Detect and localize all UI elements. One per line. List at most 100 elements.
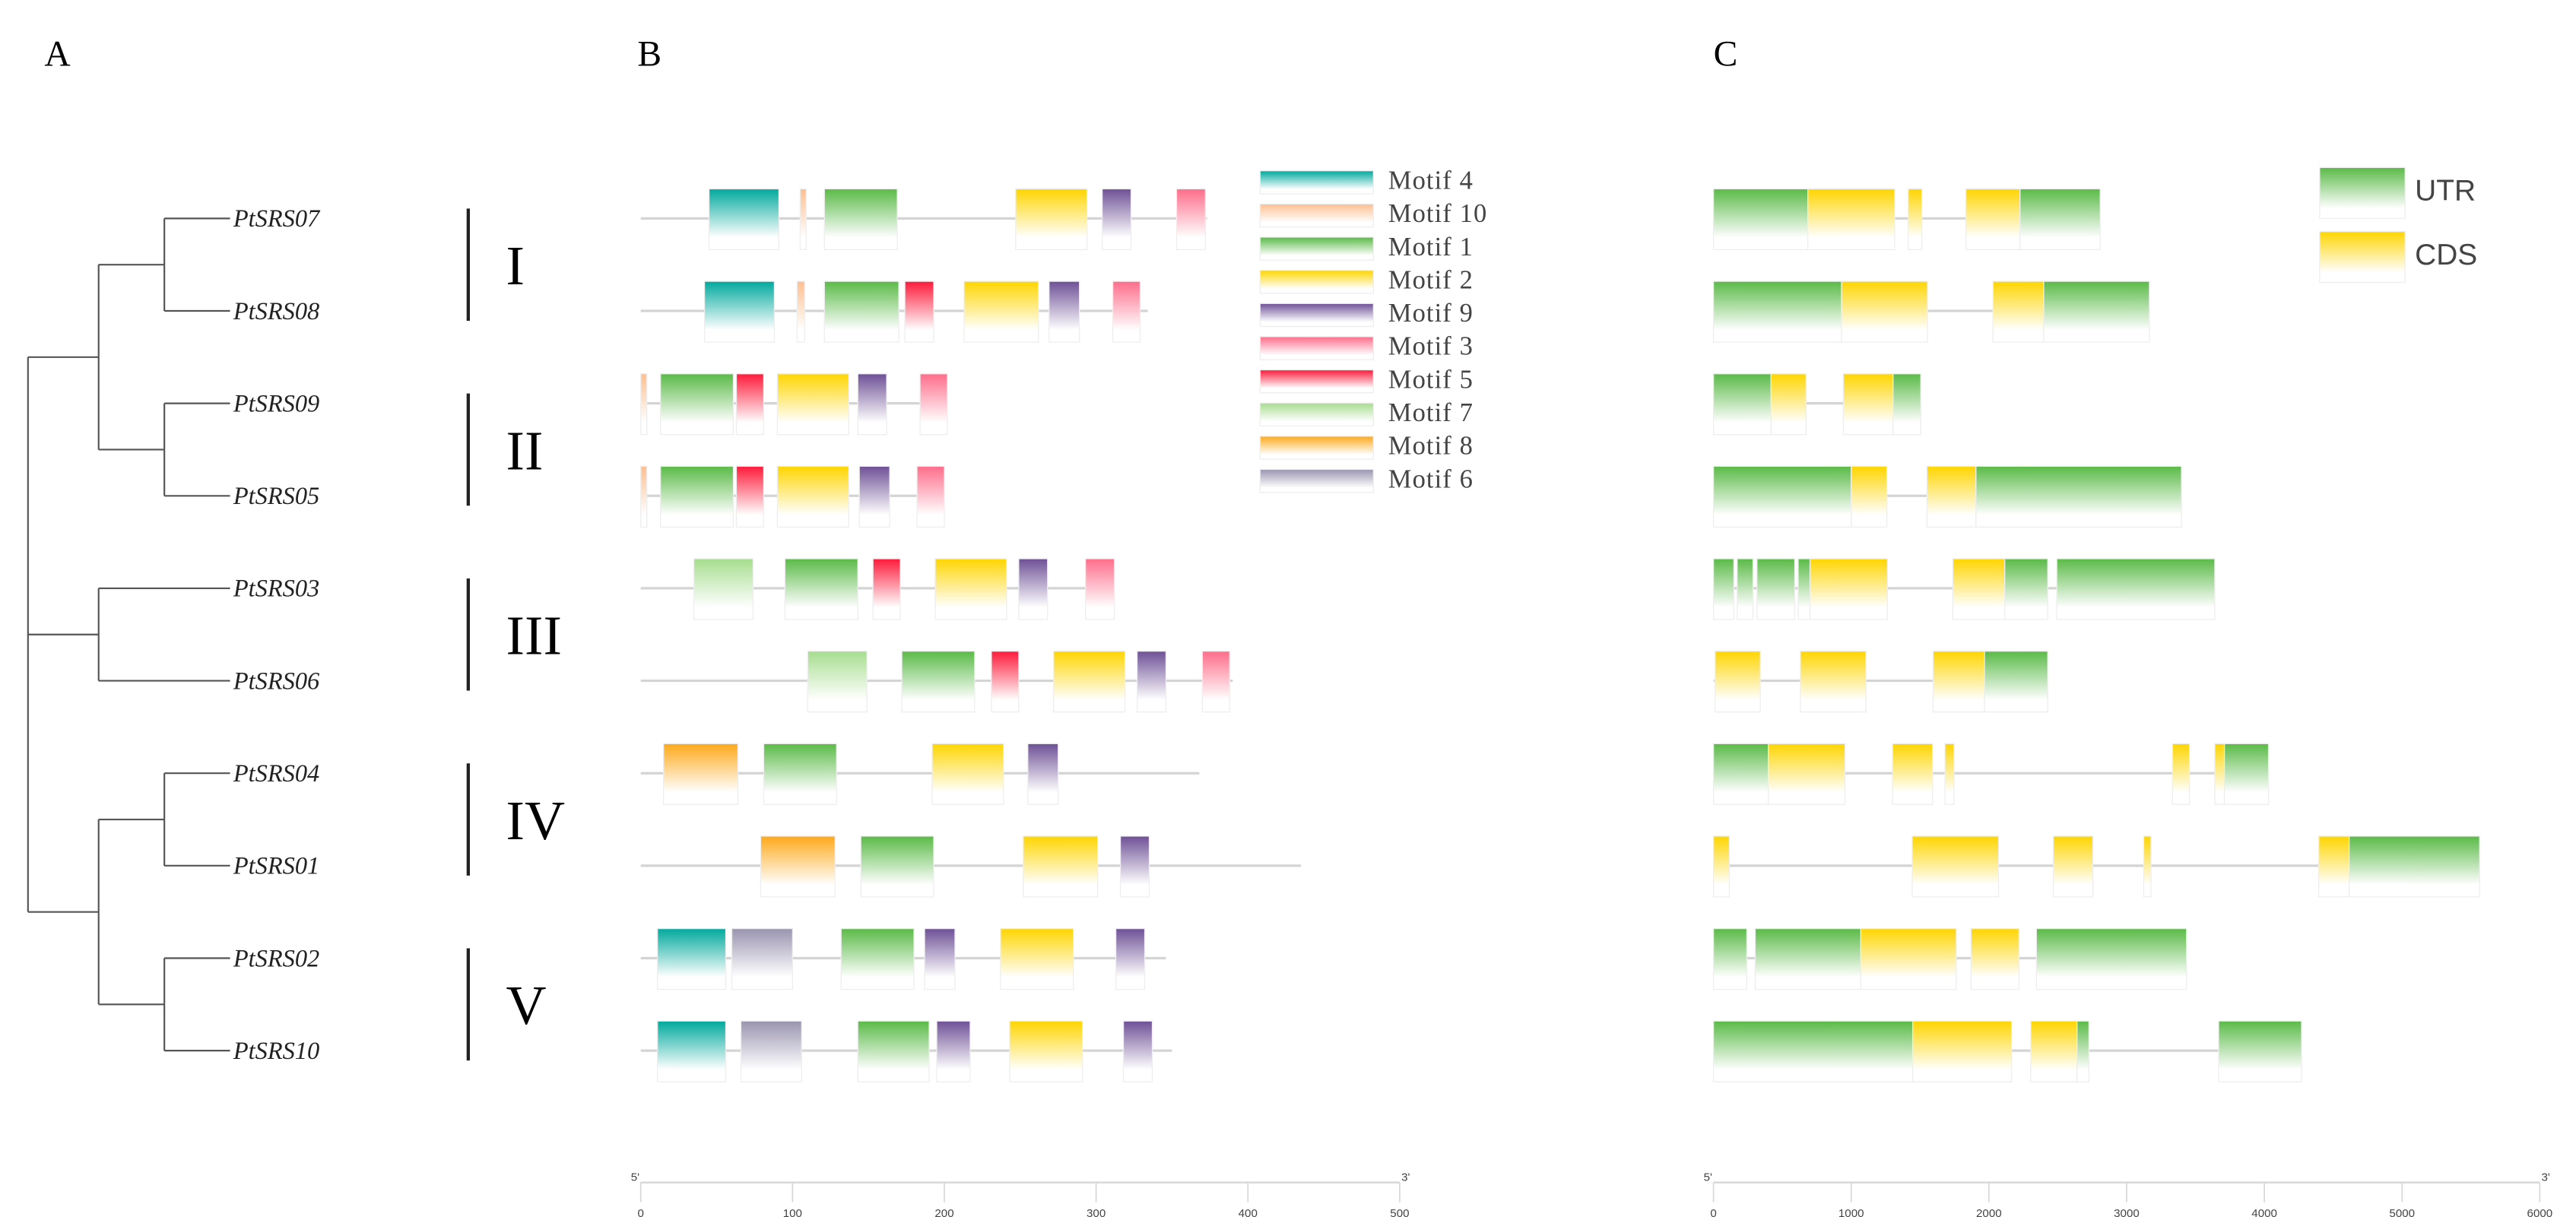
motif-row <box>640 927 1166 990</box>
legend-swatch-motif-7 <box>1259 402 1374 427</box>
cds-box <box>1851 465 1888 528</box>
cds-box <box>1912 1020 2013 1082</box>
gene-structure-row <box>1712 373 1921 436</box>
legend-label-motif-5: Motif 5 <box>1388 365 1474 394</box>
clade-label-iii: III <box>506 605 562 667</box>
motif-2-box <box>1053 651 1126 713</box>
panel-label-c: C <box>1714 34 1738 74</box>
motif-10-box <box>796 280 805 343</box>
motif-9-box <box>924 927 956 990</box>
motif-row <box>640 835 1302 898</box>
motif-9-box <box>1115 927 1146 990</box>
motif-2-box <box>1009 1020 1083 1082</box>
motif-1-box <box>823 280 899 343</box>
motif-9-box <box>1027 743 1059 805</box>
leaf-label-ptsrs05: PtSRS05 <box>233 483 319 510</box>
utr-box <box>1712 188 1809 251</box>
motif-row <box>640 743 1200 805</box>
axis-tick-label: 1000 <box>1838 1207 1864 1217</box>
legend-label-motif-3: Motif 3 <box>1388 332 1474 361</box>
axis-tick-label: 0 <box>1710 1207 1716 1217</box>
legend-label-utr: UTR <box>2415 175 2476 208</box>
motif-5-box <box>991 651 1020 713</box>
motif-1-box <box>763 743 837 805</box>
motif-9-box <box>858 465 890 528</box>
motif-2-box <box>1015 188 1088 251</box>
clade-label-iv: IV <box>506 790 566 851</box>
utr-box <box>2218 1020 2302 1082</box>
motif-6-box <box>740 1020 802 1082</box>
motif-row <box>640 188 1207 251</box>
axis-3prime-label: 3' <box>1401 1171 1410 1184</box>
axis-3prime-label: 3' <box>2542 1171 2550 1184</box>
panel-label-a: A <box>44 34 70 74</box>
panel-label-b: B <box>637 34 661 74</box>
motif-row <box>640 465 945 528</box>
axis-tick-label: 300 <box>1087 1207 1106 1217</box>
motif-9-box <box>1101 188 1132 251</box>
cds-box <box>2030 1020 2078 1082</box>
utr-box <box>2349 835 2480 898</box>
motif-2-box <box>776 465 849 528</box>
motif-4-box <box>657 1020 727 1082</box>
motif-1-box <box>860 835 934 898</box>
motif-3-box <box>919 373 948 436</box>
cds-box <box>1841 280 1928 343</box>
utr-box <box>1892 373 1921 436</box>
gene-structure-row <box>1712 1020 2302 1082</box>
cds-box <box>2052 835 2094 898</box>
cds-box <box>2318 835 2350 898</box>
utr-box <box>1712 280 1842 343</box>
cds-box <box>1911 835 2000 898</box>
motif-9-box <box>1119 835 1150 898</box>
legend-swatch-motif-5 <box>1259 369 1374 394</box>
cds-box <box>1992 280 2045 343</box>
motif-1-box <box>784 558 858 620</box>
cds-box <box>1860 927 1957 990</box>
cds-box <box>1944 743 1955 805</box>
motif-8-box <box>760 835 836 898</box>
axis-tick-label: 2000 <box>1976 1207 2002 1217</box>
motif-1-box <box>660 465 734 528</box>
legend-label-motif-8: Motif 8 <box>1388 432 1474 461</box>
motif-2-box <box>931 743 1004 805</box>
axis-tick-label: 200 <box>934 1207 953 1217</box>
clade-label-ii: II <box>506 420 544 481</box>
motif-1-box <box>901 651 976 713</box>
motif-3-box <box>1085 558 1115 620</box>
cds-box <box>1800 651 1867 713</box>
motif-row <box>640 651 1233 713</box>
utr-box <box>1797 558 1811 620</box>
motif-1-box <box>823 188 898 251</box>
motif-7-box <box>693 558 754 620</box>
axis-tick-label: 5000 <box>2389 1207 2415 1217</box>
cds-box <box>1770 373 1807 436</box>
gene-structure-row <box>1712 927 2187 990</box>
cds-box <box>1908 188 1923 251</box>
axis-tick-label: 400 <box>1239 1207 1258 1217</box>
gene-structure-panel <box>1712 188 2480 1082</box>
gene-structure-row <box>1712 743 2270 805</box>
motif-3-box <box>1112 280 1141 343</box>
motif-9-box <box>1048 280 1080 343</box>
utr-box <box>1984 651 2048 713</box>
legend-swatch-motif-8 <box>1259 436 1374 460</box>
legend-swatch-motif-4 <box>1259 170 1374 195</box>
motif-9-box <box>1122 1020 1153 1082</box>
utr-box <box>2056 558 2216 620</box>
motif-row <box>640 280 1148 343</box>
utr-box <box>2019 188 2101 251</box>
legend-swatch-motif-2 <box>1259 269 1374 294</box>
legend-swatch-motif-1 <box>1259 236 1374 261</box>
axis-5prime-label: 5' <box>631 1171 639 1184</box>
axis-5prime-label: 5' <box>1704 1171 1712 1184</box>
axis-tick-label: 6000 <box>2527 1207 2553 1217</box>
legend-label-motif-9: Motif 9 <box>1388 299 1474 328</box>
utr-box <box>1754 927 1862 990</box>
motif-4-box <box>657 927 727 990</box>
cds-box <box>1809 558 1889 620</box>
cds-box <box>1807 188 1896 251</box>
motif-row <box>640 373 948 436</box>
motif-scale-axis: 5' 3' 0 100 200 300 400 500 <box>631 1171 1410 1217</box>
